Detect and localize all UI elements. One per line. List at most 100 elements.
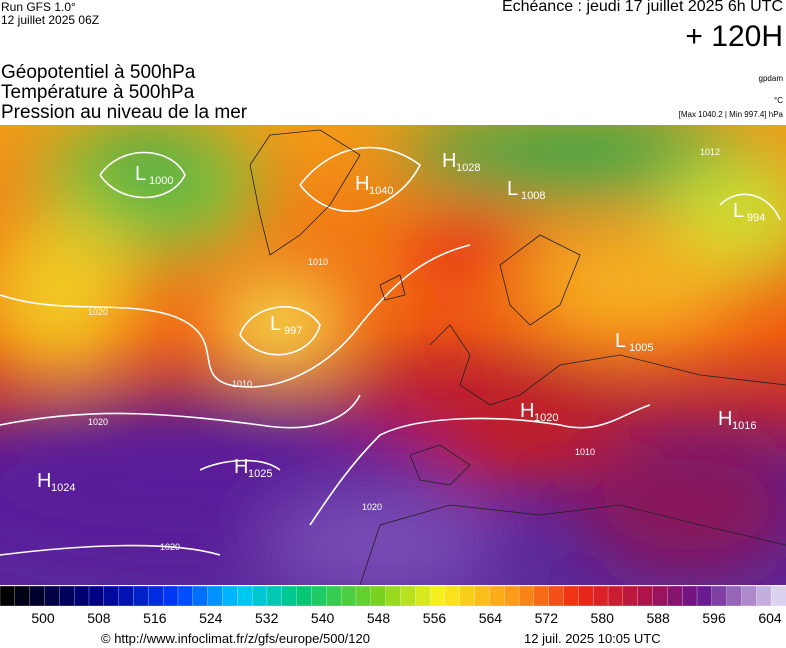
colorbar-label: 580: [591, 610, 615, 626]
colorbar-label: 548: [367, 610, 391, 626]
center-value: 1000: [149, 175, 173, 187]
color-swatch: [504, 586, 520, 607]
color-swatch: [133, 586, 149, 607]
colorbar-label: 596: [702, 610, 726, 626]
color-swatch: [415, 586, 431, 607]
colorbar: 500 508 516 524 532 540 548 556 564 572 580 588 596 6…: [0, 586, 786, 626]
color-swatch: [251, 586, 268, 607]
color-swatch: [756, 586, 772, 607]
color-swatch: [593, 586, 609, 607]
color-swatch: [14, 586, 31, 607]
center-value: 1024: [51, 482, 75, 494]
color-swatch: [518, 586, 535, 607]
colorbar-label: 516: [143, 610, 167, 626]
pressure-center: H 1024: [37, 470, 75, 494]
isobar-label: 1010: [232, 379, 252, 389]
color-swatch: [370, 586, 387, 607]
colorbar-label: 524: [199, 610, 223, 626]
center-value: 997: [284, 325, 302, 337]
colorbar-label: 532: [255, 610, 279, 626]
lead-time: + 120H: [685, 20, 783, 53]
isobars: [0, 146, 781, 556]
center-kind: H: [520, 400, 534, 422]
pressure-center: L 994: [733, 200, 765, 224]
isobar-label: 1020: [362, 502, 382, 512]
color-swatch: [237, 586, 253, 607]
colorbar-label: 604: [758, 610, 782, 626]
color-swatch: [444, 586, 461, 607]
center-value: 1016: [732, 420, 756, 432]
color-swatch: [711, 586, 728, 607]
center-kind: L: [270, 313, 281, 335]
color-swatch: [29, 586, 46, 607]
center-kind: L: [615, 330, 626, 352]
color-swatch: [400, 586, 416, 607]
color-swatch: [162, 586, 179, 607]
color-swatch: [296, 586, 313, 607]
colorbar-label: 540: [311, 610, 335, 626]
pressure-center: H 1040: [355, 173, 393, 197]
color-swatch: [622, 586, 639, 607]
color-swatch: [726, 586, 743, 607]
pressure-center: H 1025: [234, 456, 272, 480]
center-value: 1040: [369, 185, 393, 197]
center-value: 1025: [248, 468, 272, 480]
center-kind: H: [355, 173, 369, 195]
layer: Géopotentiel à 500hPa: [1, 62, 196, 83]
pressure-center: H 1016: [718, 408, 756, 432]
run-date: 12 juillet 2025 06Z: [1, 13, 100, 27]
color-swatch: [429, 586, 446, 607]
color-swatch: [607, 586, 624, 607]
color-swatch: [118, 586, 135, 607]
color-swatch: [103, 586, 120, 607]
pressure-center: L 1008: [507, 178, 545, 202]
isobar-label: 1010: [308, 257, 328, 267]
center-kind: H: [718, 408, 732, 430]
center-kind: H: [234, 456, 248, 478]
color-swatch: [177, 586, 194, 607]
colorbar-label: 500: [31, 610, 55, 626]
unit: gpdam: [758, 74, 783, 83]
center-value: 1008: [521, 190, 545, 202]
pressure-center: L 997: [270, 313, 302, 337]
color-swatch: [652, 586, 669, 607]
color-swatch: [222, 586, 238, 607]
center-value: 1020: [534, 412, 558, 424]
center-value: 1005: [629, 342, 653, 354]
isobar-label: 1020: [88, 417, 108, 427]
colorbar-label: 508: [87, 610, 111, 626]
color-swatch: [741, 586, 757, 607]
color-swatch: [548, 586, 565, 607]
color-swatch: [682, 586, 698, 607]
center-kind: L: [135, 163, 146, 185]
layer: Pression au niveau de la mer: [1, 102, 248, 123]
pressure-center: L 1005: [615, 330, 653, 354]
colorbar-label: 556: [423, 610, 447, 626]
center-kind: H: [37, 470, 51, 492]
center-value: 1028: [456, 162, 480, 174]
isobar-label: 1020: [160, 542, 180, 552]
color-swatch: [489, 586, 505, 607]
pressure-center: H 1028: [442, 150, 480, 174]
forecast-time: Echéance : jeudi 17 juillet 2025 6h UTC: [501, 0, 783, 15]
color-swatch: [148, 586, 164, 607]
color-swatch: [578, 586, 594, 607]
color-swatch: [385, 586, 402, 607]
color-swatch: [771, 586, 786, 607]
color-swatch: [266, 586, 283, 607]
pressure-center: H 1020: [520, 400, 558, 424]
color-swatch: [326, 586, 342, 607]
pressure-center: L 1000: [135, 163, 173, 187]
isobar-label: 1020: [88, 307, 108, 317]
unit: [Max 1040.2 | Min 997.4] hPa: [678, 110, 783, 119]
coastlines: [249, 129, 786, 585]
color-swatch: [340, 586, 357, 607]
colorbar-label: 588: [646, 610, 670, 626]
source-url: © http://www.infoclimat.fr/z/gfs/europe/…: [101, 631, 370, 646]
color-swatch: [311, 586, 327, 607]
color-swatch: [59, 586, 75, 607]
color-swatch: [563, 586, 580, 607]
timestamp: 12 juil. 2025 10:05 UTC: [524, 631, 661, 646]
